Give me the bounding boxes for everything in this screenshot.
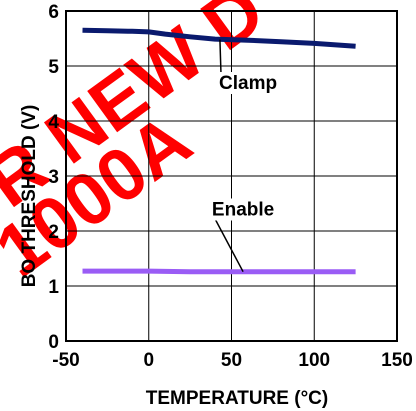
y-tick-label: 2: [48, 222, 59, 243]
x-tick-label: -50: [52, 350, 79, 371]
y-tick-label: 6: [48, 2, 59, 23]
annotation-label: Clamp: [219, 73, 277, 94]
x-axis-title: TEMPERATURE (°C): [146, 388, 328, 409]
series-line-clamp: [82, 27, 356, 49]
annotation-label: Enable: [212, 200, 274, 221]
x-tick-label: 100: [298, 350, 330, 371]
y-tick-label: 0: [48, 332, 59, 353]
chart-series: [82, 27, 356, 275]
chart-annotations: Clamp Enable: [204, 39, 282, 273]
y-tick-label: 1: [48, 277, 59, 298]
y-tick-label: 5: [48, 57, 59, 78]
plot-frame: [65, 10, 398, 342]
annotation-box: [215, 72, 281, 94]
chart-grid: [66, 11, 397, 341]
x-tick-label: 0: [143, 350, 154, 371]
y-axis-title: BO THRESHOLD (V): [19, 105, 40, 288]
y-tick-label: 3: [48, 167, 59, 188]
annotation-box: [204, 198, 282, 221]
annotation-leader: [209, 210, 244, 273]
x-tick-label: 50: [221, 350, 242, 371]
x-tick-label: 150: [381, 350, 413, 371]
series-line-enable: [82, 268, 356, 275]
y-tick-label: 4: [48, 112, 59, 133]
